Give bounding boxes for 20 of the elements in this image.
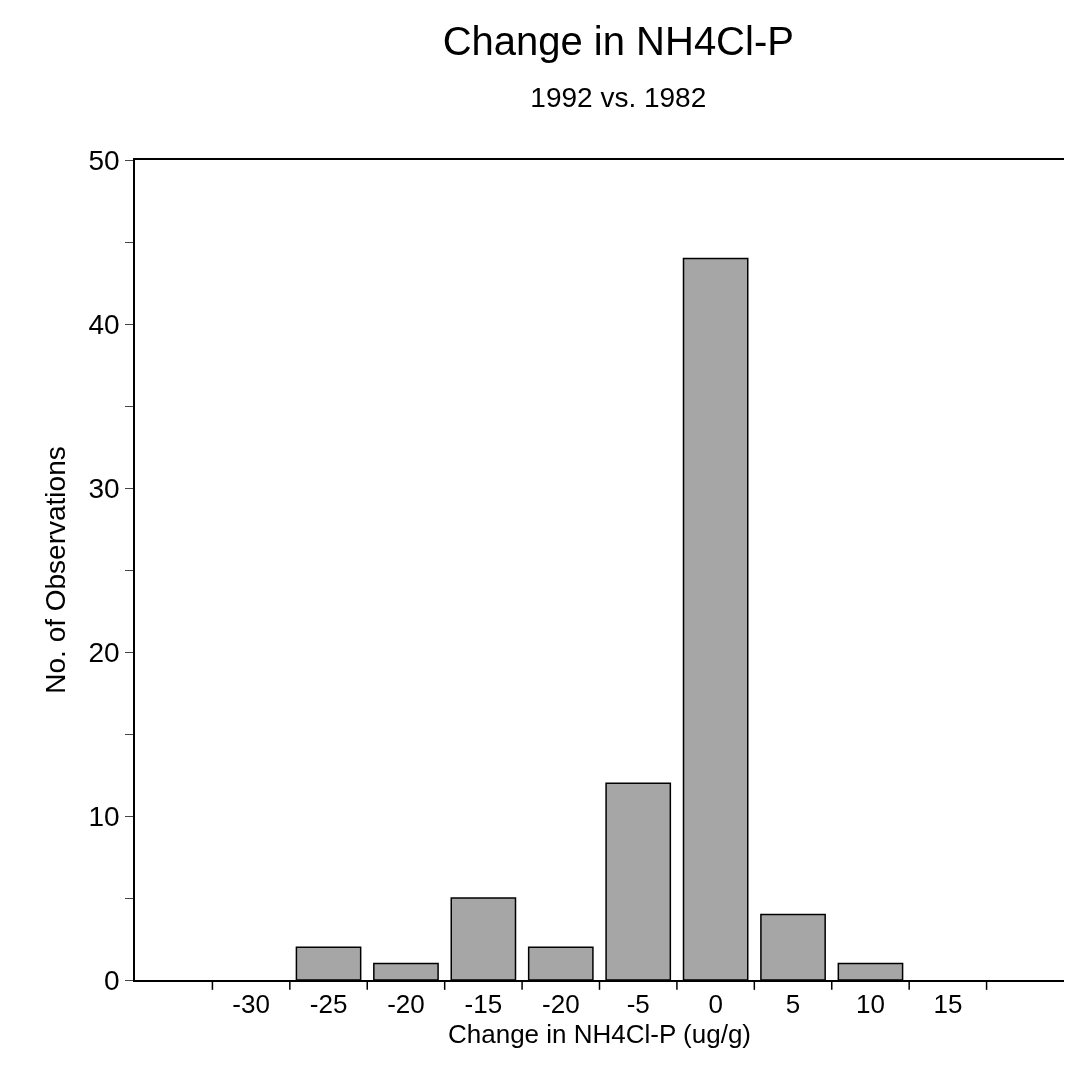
y-tick-label: 10	[88, 800, 120, 832]
y-tick-label: 20	[88, 636, 120, 668]
y-tick-label: 40	[88, 308, 120, 340]
x-tick-label: 15	[933, 988, 963, 1019]
chart-title: Change in NH4Cl-P	[442, 18, 794, 63]
x-tick-label: -5	[626, 988, 650, 1019]
y-tick-label: 30	[88, 472, 120, 504]
y-tick-label: 0	[104, 964, 120, 996]
x-tick-label: 5	[785, 988, 801, 1019]
x-tick-label: -15	[464, 988, 503, 1019]
x-tick-label: -20	[542, 988, 580, 1019]
x-axis-title: Change in NH4Cl-P (ug/g)	[448, 1018, 751, 1049]
x-tick-label: -25	[309, 988, 348, 1019]
x-tick-label: -20	[387, 988, 425, 1019]
y-tick-label: 50	[88, 144, 120, 176]
x-tick-label: 0	[708, 988, 723, 1019]
y-axis-title: No. of Observations	[39, 446, 71, 694]
chart-subtitle: 1992 vs. 1982	[530, 81, 707, 113]
x-tick-label: 10	[856, 988, 885, 1019]
x-tick-label: -30	[232, 988, 270, 1019]
